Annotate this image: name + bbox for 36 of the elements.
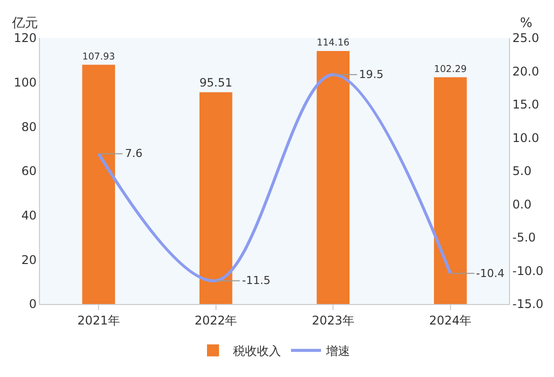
y2-tick-label: 20.0 bbox=[512, 64, 540, 78]
y2-tick-label: 5.0 bbox=[512, 164, 532, 178]
y2-tick-label: -10.0 bbox=[512, 264, 544, 278]
x-tick-label: 2023年 bbox=[312, 313, 354, 328]
bar bbox=[434, 77, 467, 304]
y-tick-label: 0 bbox=[28, 297, 37, 312]
bar bbox=[82, 64, 116, 304]
legend-label: 税收收入 bbox=[233, 344, 281, 358]
y2-axis-title: % bbox=[520, 16, 532, 31]
data-label: -11.5 bbox=[242, 274, 270, 287]
bar bbox=[199, 92, 232, 304]
y2-tick-label: -15.0 bbox=[512, 297, 544, 312]
data-label: 7.6 bbox=[125, 147, 142, 160]
y-axis-title: 亿元 bbox=[11, 16, 38, 31]
x-tick-label: 2022年 bbox=[194, 313, 238, 328]
y2-tick-label: -5.0 bbox=[512, 230, 536, 245]
data-label: 114.16 bbox=[316, 38, 350, 49]
y-tick-label: 80 bbox=[21, 120, 37, 134]
x-tick-label: 2024年 bbox=[429, 313, 472, 328]
x-tick-label: 2021年 bbox=[77, 313, 120, 328]
data-label: 102.29 bbox=[434, 64, 467, 75]
data-label: 19.5 bbox=[359, 68, 384, 81]
bar bbox=[316, 50, 350, 304]
y-tick-label: 100 bbox=[14, 76, 37, 90]
data-label: 95.51 bbox=[199, 75, 232, 90]
y2-tick-label: 25.0 bbox=[512, 31, 540, 46]
y-tick-label: 60 bbox=[21, 164, 37, 178]
y2-tick-label: 10.0 bbox=[512, 130, 540, 145]
data-label: -10.4 bbox=[476, 267, 504, 280]
y2-tick-label: 0.0 bbox=[512, 197, 532, 212]
legend-label: 增速 bbox=[325, 344, 350, 358]
y2-tick-label: 15.0 bbox=[512, 98, 540, 112]
y-tick-label: 40 bbox=[21, 208, 37, 223]
y-tick-label: 20 bbox=[21, 252, 37, 267]
y-tick-label: 120 bbox=[14, 31, 37, 46]
data-label: 107.93 bbox=[82, 51, 116, 62]
